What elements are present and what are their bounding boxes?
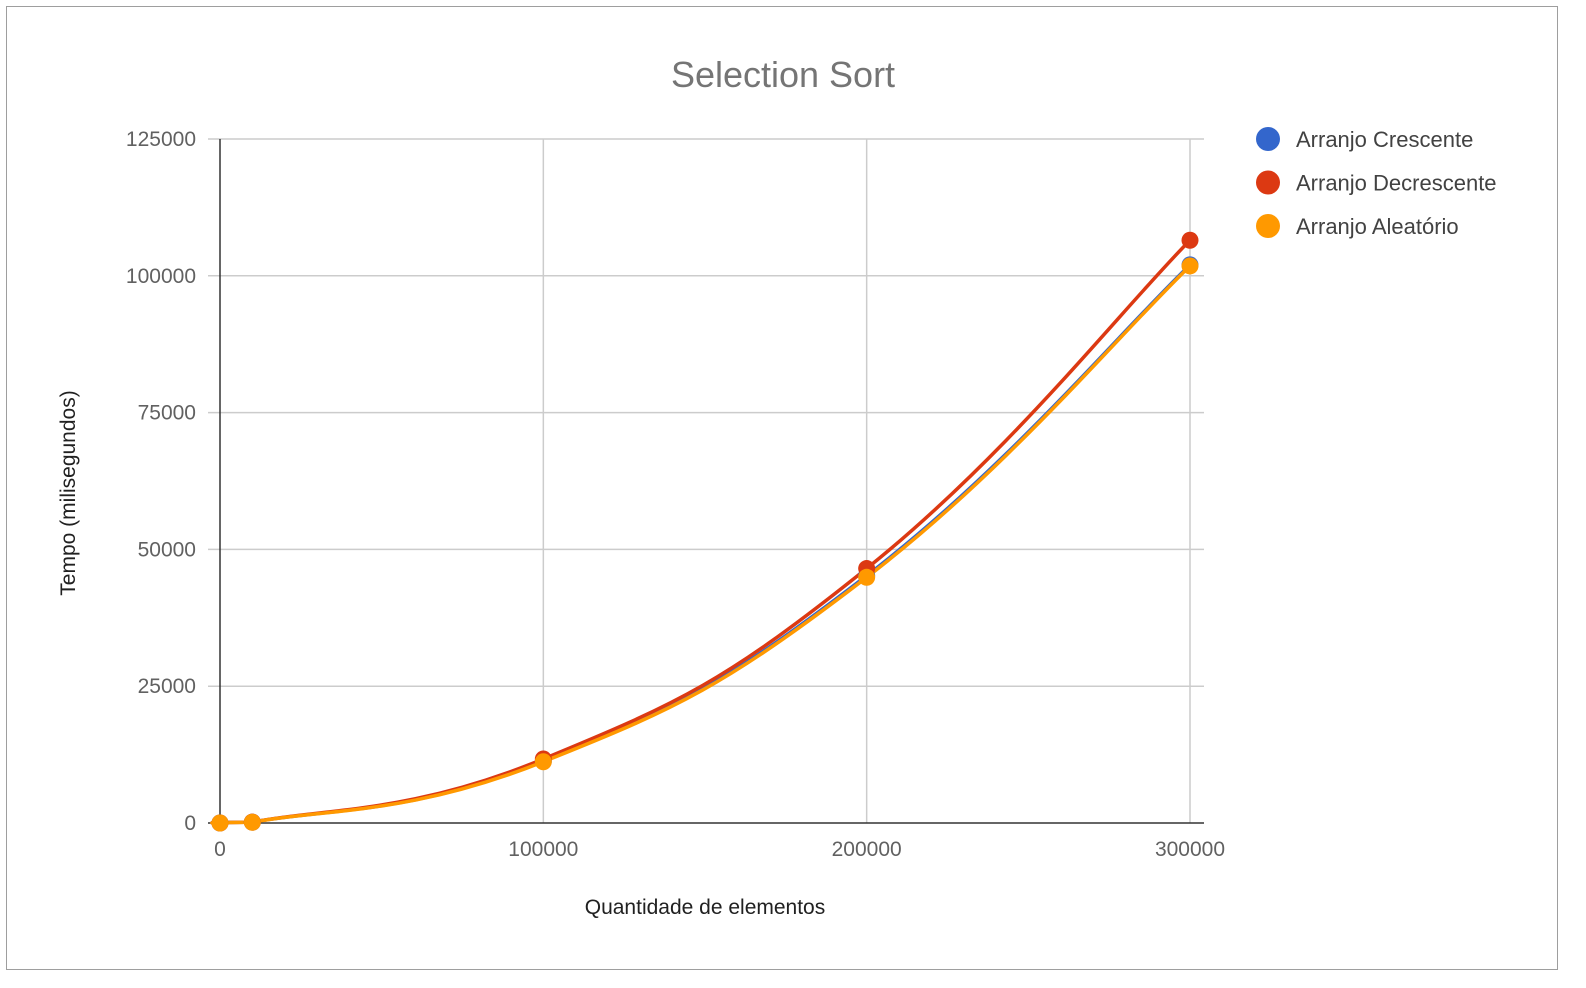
legend-label: Arranjo Aleatório bbox=[1296, 214, 1459, 239]
y-tick-label: 75000 bbox=[138, 402, 196, 425]
y-tick-label: 0 bbox=[184, 812, 196, 835]
data-point-2 bbox=[534, 753, 552, 771]
legend-marker bbox=[1256, 214, 1280, 238]
chart-frame bbox=[6, 6, 1558, 970]
legend-label: Arranjo Crescente bbox=[1296, 127, 1473, 152]
data-point-2 bbox=[243, 813, 261, 831]
data-point-2 bbox=[858, 568, 876, 586]
y-axis-title: Tempo (milisegundos) bbox=[57, 390, 80, 595]
data-point-1 bbox=[1181, 231, 1199, 249]
axes bbox=[208, 139, 1204, 824]
legend-marker bbox=[1256, 170, 1280, 195]
chart-title: Selection Sort bbox=[671, 54, 895, 95]
series-lines bbox=[210, 239, 1192, 825]
x-tick-label: 100000 bbox=[508, 838, 578, 861]
series-line-1 bbox=[210, 239, 1192, 825]
series-line-0 bbox=[210, 263, 1192, 825]
x-tick-label: 300000 bbox=[1155, 838, 1225, 861]
y-tick-label: 125000 bbox=[126, 128, 196, 151]
series-line-2 bbox=[210, 264, 1192, 825]
y-tick-label: 50000 bbox=[138, 538, 196, 561]
x-tick-label: 0 bbox=[214, 838, 226, 861]
tick-labels: 0 25000 50000 75000 100000 125000 0 100000 20000… bbox=[126, 128, 1225, 861]
data-point-2 bbox=[1181, 257, 1199, 275]
x-axis-title: Quantidade de elementos bbox=[585, 896, 826, 919]
y-tick-label: 100000 bbox=[126, 265, 196, 288]
legend: Arranjo Crescente Arranjo Decrescente Arra… bbox=[1256, 127, 1497, 239]
legend-marker bbox=[1256, 127, 1280, 151]
x-tick-label: 200000 bbox=[832, 838, 902, 861]
series-points bbox=[211, 231, 1199, 832]
y-tick-label: 25000 bbox=[138, 675, 196, 698]
data-point-2 bbox=[211, 814, 229, 832]
gridlines bbox=[208, 138, 1204, 823]
legend-label: Arranjo Decrescente bbox=[1296, 171, 1497, 196]
